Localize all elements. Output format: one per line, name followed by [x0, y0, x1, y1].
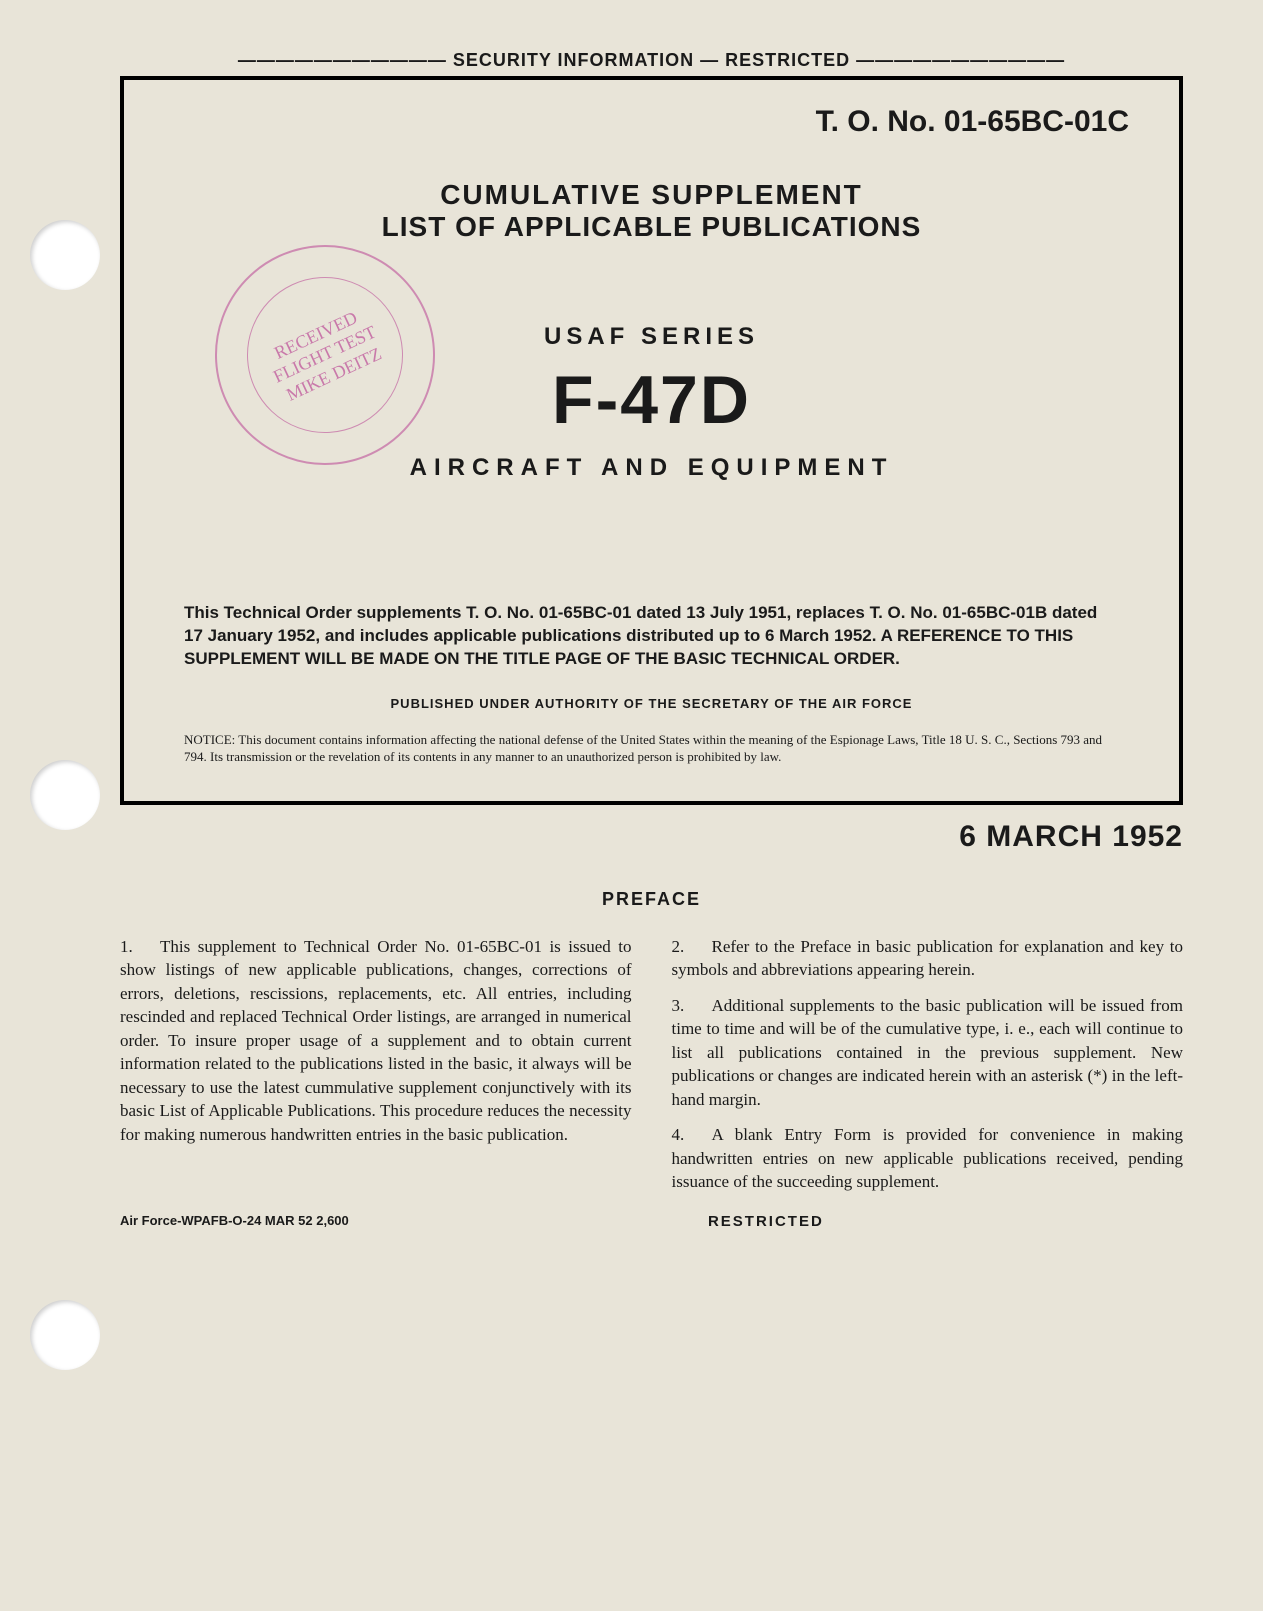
- paragraph-text: This supplement to Technical Order No. 0…: [120, 937, 632, 1144]
- paragraph-text: Additional supplements to the basic publ…: [672, 996, 1184, 1109]
- document-title-line1: CUMULATIVE SUPPLEMENT: [174, 179, 1129, 211]
- punch-hole: [30, 760, 100, 830]
- preface-column-left: 1.This supplement to Technical Order No.…: [120, 935, 632, 1206]
- preface-heading: PREFACE: [120, 889, 1183, 910]
- publication-authority: PUBLISHED UNDER AUTHORITY OF THE SECRETA…: [174, 696, 1129, 711]
- punch-hole: [30, 1300, 100, 1370]
- preface-columns: 1.This supplement to Technical Order No.…: [120, 935, 1183, 1206]
- footer-classification: RESTRICTED: [708, 1213, 824, 1230]
- aircraft-model: F-47D: [174, 361, 1129, 439]
- supplement-description: This Technical Order supplements T. O. N…: [184, 602, 1119, 671]
- footer-print-info: Air Force-WPAFB-O-24 MAR 52 2,600: [120, 1213, 349, 1230]
- preface-paragraph-2: 2.Refer to the Preface in basic publicat…: [672, 935, 1184, 982]
- page-footer: Air Force-WPAFB-O-24 MAR 52 2,600 RESTRI…: [120, 1213, 1183, 1230]
- series-label: USAF SERIES: [174, 323, 1129, 351]
- document-page: SECURITY INFORMATION — RESTRICTED T. O. …: [120, 50, 1183, 1571]
- technical-order-number: T. O. No. 01-65BC-01C: [174, 105, 1129, 139]
- preface-paragraph-3: 3.Additional supplements to the basic pu…: [672, 994, 1184, 1111]
- security-notice: NOTICE: This document contains informati…: [184, 731, 1119, 766]
- paragraph-text: Refer to the Preface in basic publicatio…: [672, 937, 1184, 979]
- paragraph-number: 4.: [672, 1123, 712, 1146]
- paragraph-number: 2.: [672, 935, 712, 958]
- paragraph-number: 3.: [672, 994, 712, 1017]
- paragraph-number: 1.: [120, 935, 160, 958]
- title-frame: T. O. No. 01-65BC-01C CUMULATIVE SUPPLEM…: [120, 76, 1183, 805]
- subtitle: AIRCRAFT AND EQUIPMENT: [174, 454, 1129, 482]
- document-title-line2: LIST OF APPLICABLE PUBLICATIONS: [174, 211, 1129, 243]
- paragraph-text: A blank Entry Form is provided for conve…: [672, 1125, 1184, 1191]
- security-classification-header: SECURITY INFORMATION — RESTRICTED: [120, 50, 1183, 71]
- preface-paragraph-4: 4.A blank Entry Form is provided for con…: [672, 1123, 1184, 1193]
- publication-date: 6 MARCH 1952: [120, 820, 1183, 854]
- preface-paragraph-1: 1.This supplement to Technical Order No.…: [120, 935, 632, 1146]
- punch-hole: [30, 220, 100, 290]
- preface-column-right: 2.Refer to the Preface in basic publicat…: [672, 935, 1184, 1206]
